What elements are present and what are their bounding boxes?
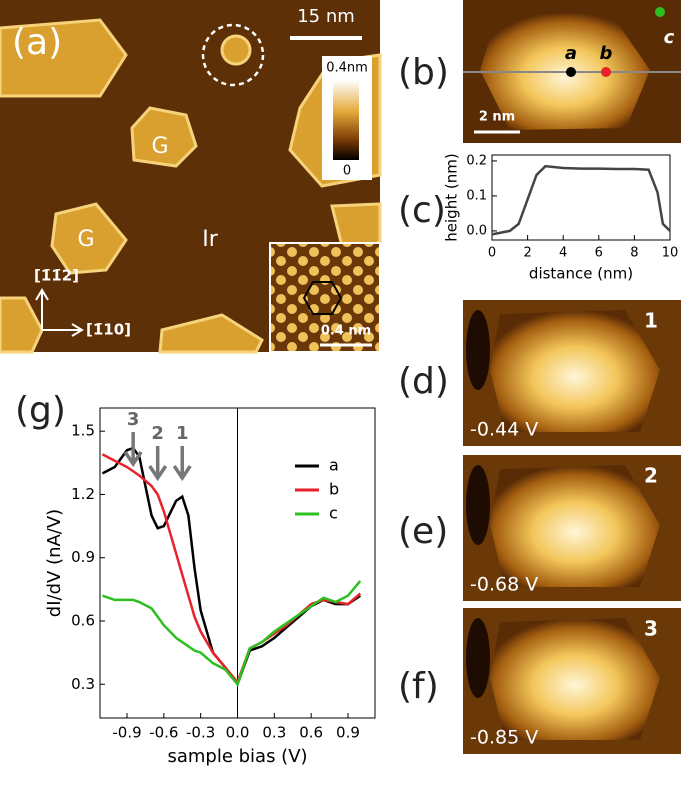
x-tick-label: 0 xyxy=(488,246,496,261)
annotation: 1 xyxy=(176,423,189,444)
y-tick-label: 0.2 xyxy=(466,153,487,168)
x-tick-label: 6 xyxy=(595,246,603,261)
bias-label: -0.68 V xyxy=(470,574,538,596)
y-tick-label: 0.0 xyxy=(466,223,487,238)
substrate-label: Ir xyxy=(202,227,218,252)
x-tick-label: 10 xyxy=(662,246,679,261)
island xyxy=(490,618,660,740)
y-tick-label: 0.1 xyxy=(466,188,487,203)
panel-label: (c) xyxy=(398,190,446,231)
inset-hexagon xyxy=(302,281,343,315)
point-marker xyxy=(655,7,665,17)
island-label: G xyxy=(77,227,94,252)
island-label: G xyxy=(151,134,168,159)
point-label: c xyxy=(664,27,675,48)
data-line xyxy=(101,453,362,685)
annotation: 3 xyxy=(127,409,140,430)
annotation-arrow xyxy=(172,446,192,482)
point-label: a xyxy=(565,43,577,64)
highlight-circle xyxy=(201,23,265,87)
panel-a: 15 nm 0.4nm 0 (a) G G Ir [1̄1̄2] [1̄10] … xyxy=(0,0,382,354)
annotation-arrow xyxy=(123,432,143,468)
y-axis-label: dI/dV (nA/V) xyxy=(44,509,65,617)
panel-b: (b) a b c 2 nm xyxy=(398,0,681,143)
x-axis-label: distance (nm) xyxy=(529,265,633,283)
y-tick-label: 0.6 xyxy=(71,611,95,629)
x-tick-label: -0.3 xyxy=(186,724,215,742)
x-tick-label: 8 xyxy=(630,246,638,261)
annotation-arrow xyxy=(148,446,168,482)
panel-label: (d) xyxy=(398,361,449,402)
data-line xyxy=(102,580,362,687)
legend-label: a xyxy=(329,456,339,475)
panel-label: (g) xyxy=(15,390,66,431)
island xyxy=(490,465,660,587)
colorbar-max: 0.4nm xyxy=(326,61,368,76)
x-axis-label: sample bias (V) xyxy=(167,746,307,767)
legend-label: b xyxy=(329,480,339,499)
data-line xyxy=(491,164,671,236)
direction-label: [1̄10] xyxy=(86,321,131,339)
legend-label: c xyxy=(329,504,338,523)
point-label: b xyxy=(600,43,613,64)
index-label: 1 xyxy=(644,309,658,333)
dark-region xyxy=(466,465,490,545)
index-label: 3 xyxy=(644,617,658,641)
bias-label: -0.44 V xyxy=(470,419,538,441)
inset-scale-label: 0.4 nm xyxy=(321,324,371,339)
x-tick-label: 0.9 xyxy=(336,724,360,742)
plot-frame xyxy=(491,154,671,241)
direction-arrows xyxy=(35,288,84,337)
x-tick-label: 2 xyxy=(523,246,531,261)
dark-region xyxy=(466,618,490,698)
bias-label: -0.85 V xyxy=(470,727,538,749)
dark-region xyxy=(466,310,490,390)
colorbar-min: 0 xyxy=(343,164,351,179)
scale-label: 15 nm xyxy=(297,6,355,27)
panel-label: (e) xyxy=(398,511,448,552)
scale-label: 2 nm xyxy=(479,110,515,125)
x-tick-label: 4 xyxy=(559,246,567,261)
y-tick-label: 1.5 xyxy=(71,422,95,440)
inset xyxy=(269,242,381,353)
x-tick-label: 0.3 xyxy=(262,724,286,742)
index-label: 2 xyxy=(644,464,658,488)
panel-label: (f) xyxy=(398,666,439,707)
x-tick-label: -0.9 xyxy=(112,724,141,742)
x-tick-label: -0.6 xyxy=(149,724,178,742)
direction-label: [1̄1̄2] xyxy=(34,267,79,285)
y-axis-label: height (nm) xyxy=(443,153,461,241)
x-tick-label: 0.0 xyxy=(226,724,250,742)
point-marker xyxy=(601,67,611,77)
y-tick-label: 1.2 xyxy=(71,485,95,503)
point-marker xyxy=(566,67,576,77)
x-tick-label: 0.6 xyxy=(299,724,323,742)
y-tick-label: 0.3 xyxy=(71,675,95,693)
panel-label: (a) xyxy=(12,22,62,63)
panel-label: (b) xyxy=(398,52,449,93)
y-tick-label: 0.9 xyxy=(71,548,95,566)
colorbar xyxy=(333,80,359,160)
data-line xyxy=(101,446,361,687)
annotation: 2 xyxy=(151,423,164,444)
island xyxy=(490,310,660,432)
